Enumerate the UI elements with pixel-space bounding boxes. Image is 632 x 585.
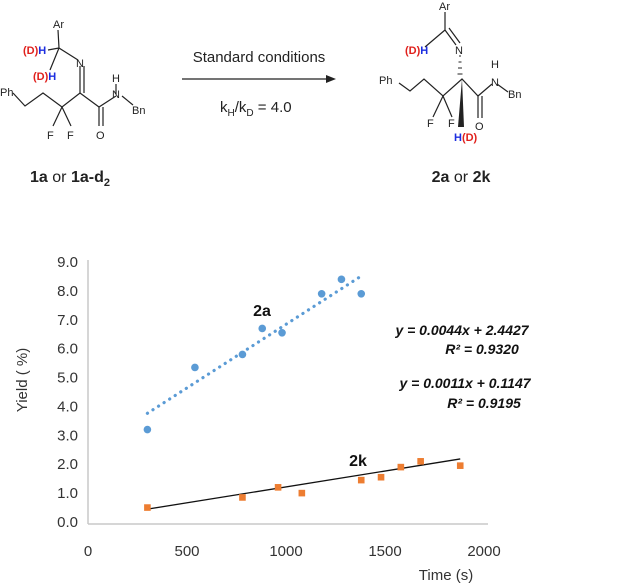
f-label: F bbox=[47, 130, 54, 142]
deuterium-label: (D) bbox=[33, 71, 49, 83]
series-label-2a: 2a bbox=[253, 303, 271, 320]
x-axis-label: Time (s) bbox=[419, 567, 473, 584]
data-point-2a bbox=[317, 289, 326, 298]
y-tick-label: 1.0 bbox=[57, 485, 78, 502]
trendline-2a bbox=[145, 274, 363, 415]
hydrogen-label: H bbox=[48, 71, 56, 83]
trendline-2k bbox=[147, 458, 461, 510]
data-point-2k bbox=[144, 504, 151, 511]
reactant-structure bbox=[12, 29, 134, 127]
ar-label: Ar bbox=[53, 19, 64, 31]
h-label: H bbox=[491, 59, 499, 71]
y-tick-label: 3.0 bbox=[57, 427, 78, 444]
deuterium-label: (D) bbox=[23, 45, 39, 57]
product-structure bbox=[398, 12, 509, 118]
deuterium-label: (D) bbox=[462, 132, 478, 144]
y-tick-label: 7.0 bbox=[57, 312, 78, 329]
ar-label: Ar bbox=[439, 1, 450, 13]
y-tick-label: 4.0 bbox=[57, 398, 78, 415]
reactant-label: 1a or 1a-d2 bbox=[30, 169, 110, 189]
ph-label: Ph bbox=[0, 87, 13, 99]
wedge-bond bbox=[458, 79, 464, 127]
bn-label: Bn bbox=[508, 89, 521, 101]
data-point-2k bbox=[274, 484, 282, 491]
hydrogen-label: H bbox=[38, 45, 46, 57]
r2-2k: R² = 0.9195 bbox=[447, 395, 521, 411]
x-tick-label: 0 bbox=[84, 543, 92, 560]
hydrogen-label: H bbox=[420, 45, 428, 57]
data-point-2k bbox=[377, 473, 385, 481]
o-label: O bbox=[96, 130, 105, 142]
data-point-2k bbox=[239, 494, 246, 501]
h-label: H bbox=[112, 73, 120, 85]
y-tick-label: 9.0 bbox=[57, 254, 78, 271]
x-tick-label: 2000 bbox=[467, 543, 500, 560]
data-point-2a bbox=[191, 363, 199, 372]
y-axis-label: Yield ( %) bbox=[14, 348, 31, 412]
data-point-2k bbox=[357, 476, 365, 484]
svg-text:(D)H: (D)H bbox=[405, 45, 428, 57]
kie-label: kH/kD = 4.0 bbox=[220, 99, 292, 119]
conditions-label: Standard conditions bbox=[193, 49, 326, 66]
x-tick-label: 1000 bbox=[269, 543, 302, 560]
n-label: N bbox=[76, 58, 84, 70]
deuterium-label: (D) bbox=[405, 45, 421, 57]
equation-2k: y = 0.0011x + 0.1147 bbox=[398, 375, 531, 391]
hydrogen-label: H bbox=[454, 132, 462, 144]
y-tick-label: 5.0 bbox=[57, 370, 78, 387]
data-point-2k bbox=[456, 462, 464, 469]
f-label: F bbox=[67, 130, 74, 142]
x-tick-label: 500 bbox=[174, 543, 199, 560]
bn-label: Bn bbox=[132, 105, 145, 117]
y-tick-label: 0.0 bbox=[57, 514, 78, 531]
svg-text:(D)H: (D)H bbox=[23, 45, 46, 57]
f-label: F bbox=[427, 118, 434, 130]
f-label: F bbox=[448, 118, 455, 130]
reaction-arrow bbox=[182, 75, 336, 83]
o-label: O bbox=[475, 121, 484, 133]
data-point-2a bbox=[143, 425, 152, 434]
reaction-scheme: Ph Ar N F F O N H Bn (D)H (D)H Standard … bbox=[0, 1, 521, 189]
n-label: N bbox=[112, 89, 120, 101]
x-tick-label: 1500 bbox=[368, 543, 401, 560]
product-label: 2a or 2k bbox=[432, 169, 491, 186]
data-point-2k bbox=[397, 463, 405, 471]
product-atoms: Ph Ar N F F O N H Bn (D)H H(D) bbox=[379, 1, 521, 144]
data-point-2a bbox=[258, 324, 267, 333]
hashed-bond bbox=[457, 55, 463, 75]
data-point-2a bbox=[238, 350, 247, 359]
data-point-2a bbox=[337, 275, 346, 284]
svg-text:H(D): H(D) bbox=[454, 132, 478, 144]
svg-text:(D)H: (D)H bbox=[33, 71, 56, 83]
n-label: N bbox=[455, 45, 463, 57]
data-point-2k bbox=[417, 458, 424, 465]
y-tick-label: 8.0 bbox=[57, 283, 78, 300]
data-point-2a bbox=[278, 328, 286, 337]
data-point-2a bbox=[357, 289, 366, 298]
data-point-2k bbox=[298, 489, 306, 497]
y-tick-label: 6.0 bbox=[57, 341, 78, 358]
n-label: N bbox=[491, 77, 499, 89]
reactant-atoms: Ph Ar N F F O N H Bn (D)H (D)H bbox=[0, 19, 145, 142]
y-tick-label: 2.0 bbox=[57, 456, 78, 473]
ph-label: Ph bbox=[379, 75, 392, 87]
equation-2a: y = 0.0044x + 2.4427 bbox=[394, 322, 529, 338]
r2-2a: R² = 0.9320 bbox=[445, 341, 519, 357]
series-label-2k: 2k bbox=[349, 453, 367, 470]
